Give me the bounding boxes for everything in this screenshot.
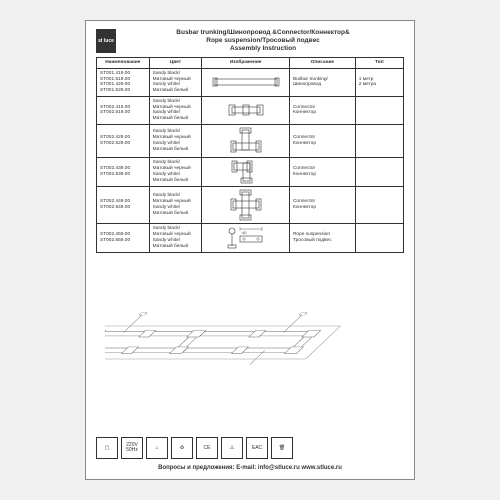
table-row: ST002.449.00 ST002.549.00Sandy black/ Ма… [97,186,404,223]
cell-name: ST002.419.00 ST002.519.00 [97,96,150,124]
cell-image [202,68,290,96]
cell-name: ST002.429.00 ST002.529.00 [97,124,150,157]
cell-image [202,157,290,186]
cell-name: ST002.449.00 ST002.549.00 [97,186,150,223]
table-row: ST002.419.00 ST002.519.00Sandy black/ Ма… [97,96,404,124]
table-row: ST002.429.00 ST002.529.00Sandy black/ Ма… [97,124,404,157]
cell-color: Sandy black/ Матовый черный Sandy white/… [149,96,202,124]
cert-icon: ⌂ [146,437,168,459]
document-title: Busbar trunking/Шинопровод &Connector/Ко… [122,29,404,52]
cell-color: Sandy black/ Матовый черный Sandy white/… [149,124,202,157]
cert-icon: CE [196,437,218,459]
cell-color: Sandy black/ Матовый черный Sandy white/… [149,68,202,96]
cell-image [202,186,290,223]
cell-type [355,186,403,223]
cell-type [355,223,403,252]
table-row: ST001.419.00 ST001.519.00 ST001.429.00 S… [97,68,404,96]
cell-color: Sandy black/ Матовый черный Sandy white/… [149,223,202,252]
cert-icon: ▢ [96,437,118,459]
assembly-diagram [96,253,404,434]
cert-icon: 🗑 [271,437,293,459]
cell-color: Sandy black/ Матовый черный Sandy white/… [149,186,202,223]
cert-icon: EAC [246,437,268,459]
table-header-row: Наименование Цвет Изображение Описание Т… [97,58,404,69]
cell-name: ST001.419.00 ST001.519.00 ST001.429.00 S… [97,68,150,96]
cell-desc: Connector Коннектор [289,96,355,124]
spec-table: Наименование Цвет Изображение Описание Т… [96,57,404,253]
cell-image [202,124,290,157]
table-row: ST002.439.00 ST002.539.00Sandy black/ Ма… [97,157,404,186]
title-line-2: Rope suspension/Тросовый подвес [122,37,404,45]
cell-desc: Connector Коннектор [289,124,355,157]
title-line-3: Assembly Instruction [122,45,404,53]
instruction-sheet: st luce Busbar trunking/Шинопровод &Conn… [85,20,415,480]
cell-desc: Busbar trunking/ Шинопровод [289,68,355,96]
th-color: Цвет [149,58,202,69]
cert-icon: ⚠ [221,437,243,459]
cell-type [355,157,403,186]
brand-logo: st luce [96,29,116,53]
th-image: Изображение [202,58,290,69]
cell-name: ST002.439.00 ST002.539.00 [97,157,150,186]
cell-image [202,96,290,124]
cell-type [355,124,403,157]
cert-icon: 220V 50Hz [121,437,143,459]
title-line-1: Busbar trunking/Шинопровод &Connector/Ко… [122,29,404,37]
certification-icons: ▢220V 50Hz⌂♻CE⚠EAC🗑 [96,434,404,462]
th-desc: Описание [289,58,355,69]
cell-desc: Connector Коннектор [289,186,355,223]
cell-image: 40 [202,223,290,252]
th-name: Наименование [97,58,150,69]
cert-icon: ♻ [171,437,193,459]
table-row: ST002.459.00 ST002.559.00Sandy black/ Ма… [97,223,404,252]
cell-name: ST002.459.00 ST002.559.00 [97,223,150,252]
header: st luce Busbar trunking/Шинопровод &Conn… [96,29,404,53]
footer-contact: Вопросы и предложения: E-mail: info@stlu… [96,462,404,471]
cell-type [355,96,403,124]
cell-color: Sandy black/ Матовый черный Sandy white/… [149,157,202,186]
cell-desc: Rope suspension Тросовый подвес [289,223,355,252]
svg-text:40: 40 [242,230,247,235]
th-type: Тип [355,58,403,69]
cell-desc: Connector Коннектор [289,157,355,186]
cell-type: 1 метр 2 метра [355,68,403,96]
